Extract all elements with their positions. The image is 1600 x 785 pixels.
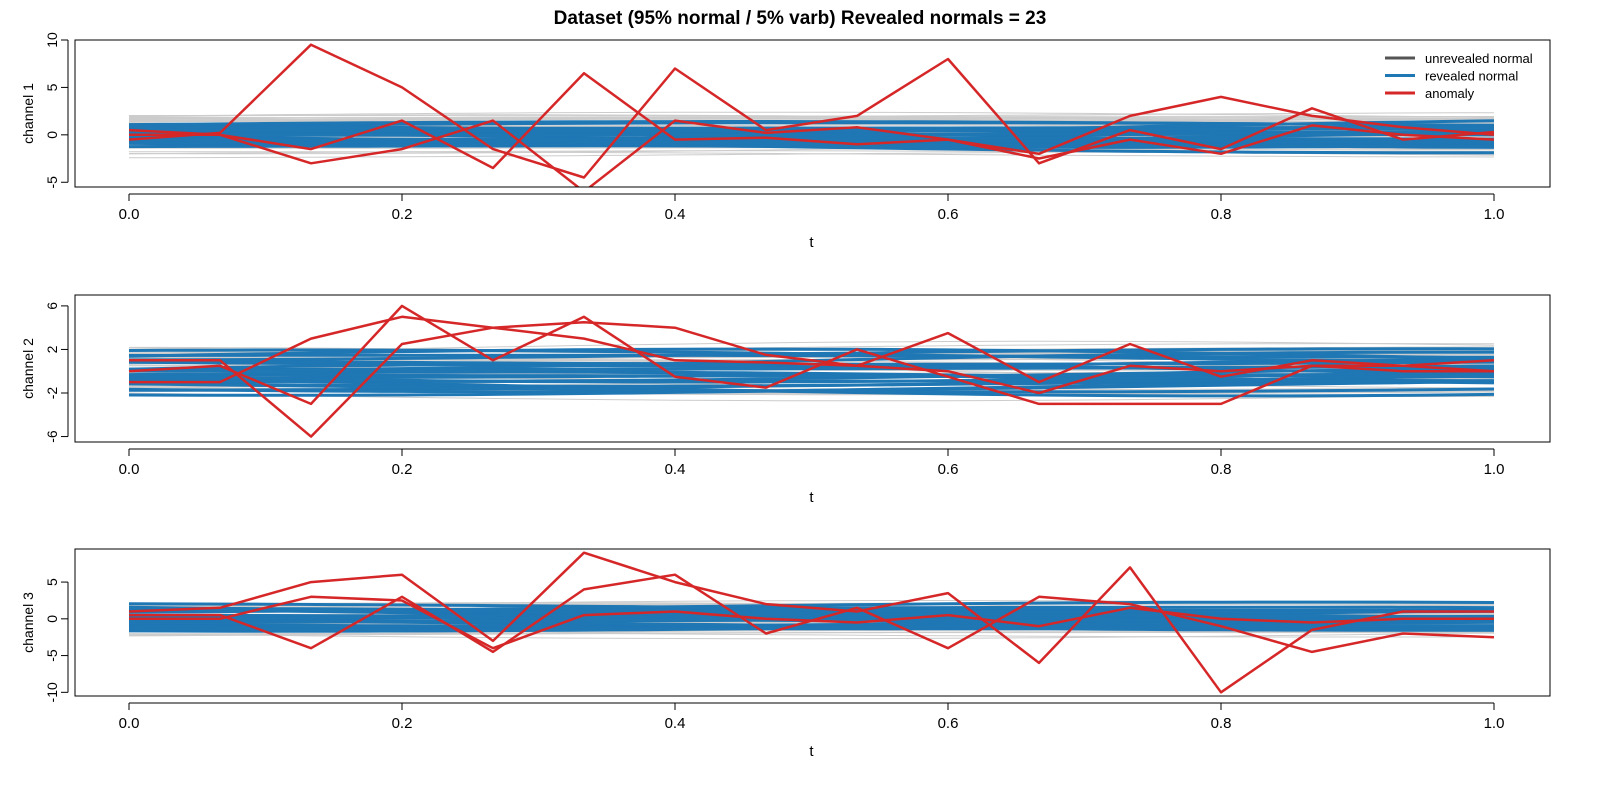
y-tick-label: 0 [44, 615, 60, 623]
y-tick-label: 2 [44, 345, 60, 353]
y-tick-label: 6 [44, 302, 60, 310]
x-tick-label: 0.8 [1211, 715, 1232, 732]
revealed-normal-line [129, 134, 1494, 135]
y-tick-label: 10 [44, 32, 60, 48]
y-tick-label: 5 [44, 83, 60, 91]
x-tick-label: 0.0 [119, 206, 140, 223]
y-tick-label: -5 [44, 176, 60, 189]
y-axis-label: channel 3 [20, 592, 36, 653]
x-tick-label: 1.0 [1484, 206, 1505, 223]
x-tick-label: 0.2 [392, 461, 413, 478]
x-tick-label: 0.8 [1211, 461, 1232, 478]
y-tick-label: -5 [44, 649, 60, 662]
x-tick-label: 0.4 [665, 206, 686, 223]
legend-label: anomaly [1425, 86, 1475, 101]
x-tick-label: 0.6 [938, 206, 959, 223]
x-axis-label: t [809, 743, 814, 760]
chart-title: Dataset (95% normal / 5% varb) Revealed … [0, 8, 1600, 30]
legend-label: unrevealed normal [1425, 51, 1533, 66]
y-tick-label: -6 [44, 430, 60, 443]
x-tick-label: 0.6 [938, 715, 959, 732]
y-axis-label: channel 2 [20, 338, 36, 399]
x-axis-label: t [809, 489, 814, 506]
x-tick-label: 1.0 [1484, 461, 1505, 478]
y-tick-label: 0 [44, 131, 60, 139]
x-tick-label: 0.0 [119, 461, 140, 478]
x-tick-label: 0.4 [665, 461, 686, 478]
y-tick-label: -10 [44, 682, 60, 702]
y-tick-label: -2 [44, 387, 60, 400]
x-tick-label: 0.0 [119, 715, 140, 732]
x-axis-label: t [809, 234, 814, 251]
x-tick-label: 1.0 [1484, 715, 1505, 732]
y-tick-label: 5 [44, 578, 60, 586]
legend-label: revealed normal [1425, 69, 1518, 84]
x-tick-label: 0.2 [392, 715, 413, 732]
y-axis-label: channel 1 [20, 83, 36, 144]
x-tick-label: 0.2 [392, 206, 413, 223]
x-tick-label: 0.4 [665, 715, 686, 732]
x-tick-label: 0.8 [1211, 206, 1232, 223]
x-tick-label: 0.6 [938, 461, 959, 478]
